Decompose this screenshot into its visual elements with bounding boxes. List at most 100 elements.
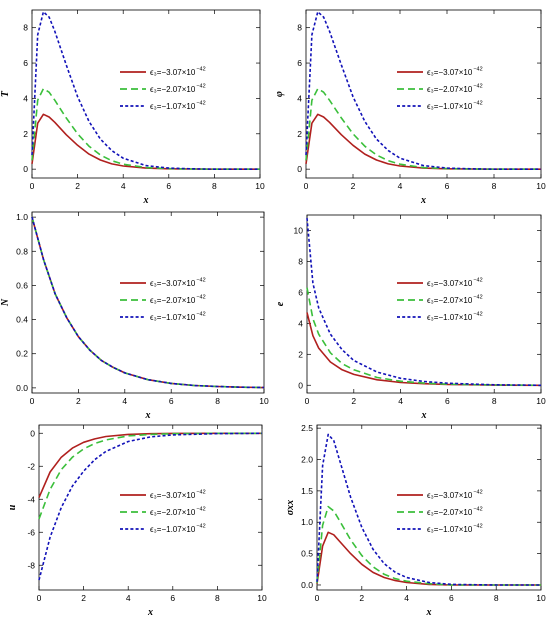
legend-exponent-3: −42 <box>196 524 205 530</box>
y-tick-label: 0.0 <box>16 383 28 393</box>
legend-exponent-2: −42 <box>473 507 482 513</box>
x-tick-label: 0 <box>304 181 309 191</box>
legend-label-3: ϵ₃=−1.07×10 <box>150 102 196 111</box>
x-tick-label: 8 <box>492 181 497 191</box>
series-line-2 <box>31 216 265 389</box>
x-tick-label: 0 <box>30 181 35 191</box>
x-tick-label: 0 <box>305 396 310 406</box>
legend-exponent-2: −42 <box>196 295 205 301</box>
legend-label-1: ϵ₃=−3.07×10 <box>427 68 473 77</box>
y-tick-label: 4 <box>298 318 303 328</box>
series-line-1 <box>38 432 262 498</box>
x-tick-label: 4 <box>126 593 131 603</box>
x-tick-label: 10 <box>536 396 546 406</box>
y-tick-label: 0 <box>298 380 303 390</box>
legend-label-2: ϵ₃=−2.07×10 <box>150 85 196 94</box>
x-axis-label: x <box>421 410 427 421</box>
legend-label-3: ϵ₃=−1.07×10 <box>427 313 473 322</box>
series-line-1 <box>305 113 541 170</box>
x-tick-label: 2 <box>81 593 86 603</box>
x-tick-label: 8 <box>212 181 217 191</box>
y-tick-label: -4 <box>27 494 35 504</box>
legend-exponent-1: −42 <box>473 278 482 284</box>
legend-label-2: ϵ₃=−2.07×10 <box>427 508 473 517</box>
legend-label-2: ϵ₃=−2.07×10 <box>427 296 473 305</box>
y-tick-label: 0.5 <box>301 549 313 559</box>
x-axis-label: x <box>145 410 151 421</box>
y-tick-label: 0.0 <box>301 580 313 590</box>
x-tick-label: 8 <box>215 593 220 603</box>
legend-label-1: ϵ₃=−3.07×10 <box>427 279 473 288</box>
x-tick-label: 6 <box>169 396 174 406</box>
legend-exponent-2: −42 <box>473 295 482 301</box>
legend-exponent-1: −42 <box>196 278 205 284</box>
y-tick-label: 2 <box>298 349 303 359</box>
plot-frame <box>31 9 261 179</box>
x-tick-label: 10 <box>536 181 546 191</box>
x-tick-label: 8 <box>494 593 499 603</box>
x-tick-label: 6 <box>445 396 450 406</box>
legend-label-3: ϵ₃=−1.07×10 <box>150 525 196 534</box>
x-tick-label: 10 <box>259 396 269 406</box>
y-tick-label: 6 <box>297 58 302 68</box>
y-tick-label: 8 <box>23 23 28 33</box>
y-tick-label: 2 <box>23 129 28 139</box>
legend-label-3: ϵ₃=−1.07×10 <box>427 102 473 111</box>
legend-exponent-1: −42 <box>196 490 205 496</box>
plot-frame <box>305 9 542 179</box>
y-tick-label: 4 <box>297 93 302 103</box>
x-tick-label: 8 <box>492 396 497 406</box>
x-tick-label: 4 <box>404 593 409 603</box>
y-axis-label: T <box>0 90 11 97</box>
series-line-1 <box>316 531 541 586</box>
legend-label-2: ϵ₃=−2.07×10 <box>150 296 196 305</box>
series-line-2 <box>305 87 541 170</box>
y-tick-label: 0.8 <box>16 246 28 256</box>
series-line-3 <box>31 216 265 389</box>
y-tick-label: 8 <box>297 23 302 33</box>
plot-frame <box>316 424 542 591</box>
legend-exponent-2: −42 <box>196 507 205 513</box>
series-line-2 <box>38 432 262 520</box>
x-axis-label: x <box>143 195 149 206</box>
plot-frame <box>306 214 542 394</box>
y-axis-label: σxx <box>285 500 296 515</box>
series-line-3 <box>316 433 541 586</box>
legend-label-3: ϵ₃=−1.07×10 <box>150 313 196 322</box>
series-line-2 <box>31 87 260 170</box>
y-tick-label: 8 <box>298 256 303 266</box>
legend-exponent-1: −42 <box>473 67 482 73</box>
series-line-2 <box>316 505 541 586</box>
legend-exponent-3: −42 <box>473 101 482 107</box>
x-tick-label: 4 <box>398 181 403 191</box>
legend-exponent-2: −42 <box>196 84 205 90</box>
x-axis-label: x <box>147 607 153 618</box>
x-tick-label: 4 <box>121 181 126 191</box>
x-axis-label: x <box>426 607 432 618</box>
legend-exponent-3: −42 <box>473 524 482 530</box>
legend-label-1: ϵ₃=−3.07×10 <box>150 491 196 500</box>
x-tick-label: 4 <box>398 396 403 406</box>
series-line-1 <box>31 113 260 170</box>
x-tick-label: 2 <box>75 181 80 191</box>
x-axis-label: x <box>420 195 426 206</box>
x-tick-label: 2 <box>359 593 364 603</box>
y-tick-label: 6 <box>298 287 303 297</box>
y-tick-label: 6 <box>23 58 28 68</box>
legend-exponent-3: −42 <box>196 101 205 107</box>
y-axis-label: φ <box>274 91 285 97</box>
series-line-1 <box>306 312 542 387</box>
y-tick-label: 4 <box>23 93 28 103</box>
legend-label-1: ϵ₃=−3.07×10 <box>150 68 196 77</box>
legend-label-1: ϵ₃=−3.07×10 <box>150 279 196 288</box>
x-tick-label: 10 <box>255 181 265 191</box>
x-tick-label: 2 <box>76 396 81 406</box>
y-axis-label: N <box>0 298 11 307</box>
